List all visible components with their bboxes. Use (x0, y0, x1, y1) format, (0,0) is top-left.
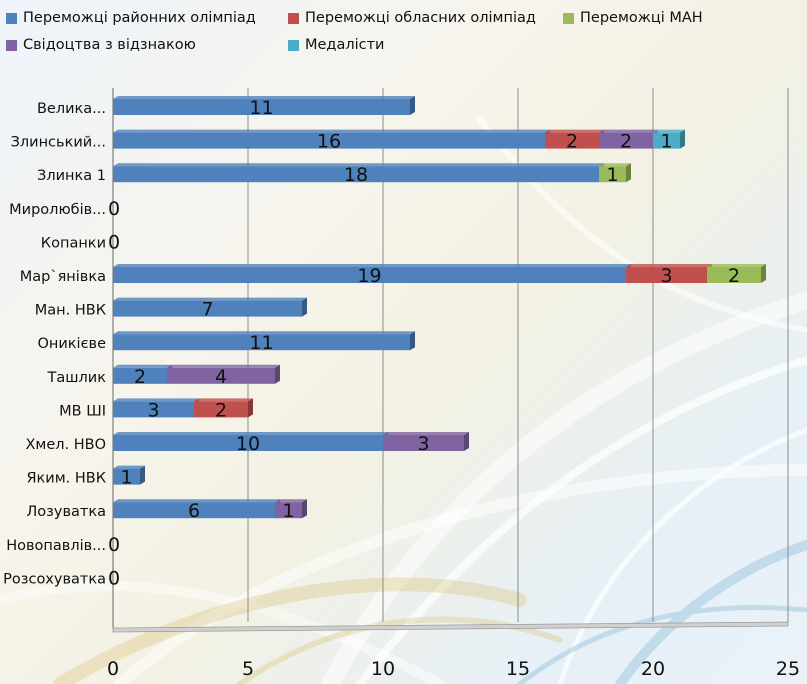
data-label-ташлик-series-3: 4 (215, 366, 227, 388)
bar-хмел-нво-series-0 (113, 432, 388, 451)
legend-swatch-man (563, 12, 574, 24)
data-label-миролюбів-zero: 0 (108, 198, 120, 220)
category-label-оникієве: Оникієве (37, 336, 106, 352)
legend-swatch-honors (6, 39, 17, 51)
legend-swatch-medalists (288, 39, 299, 51)
bar-ташлик-series-3 (167, 364, 280, 384)
bar-хмел-нво-series-3 (383, 432, 469, 451)
category-label-копанки: Копанки (41, 235, 106, 251)
category-label-велика: Велика... (37, 101, 106, 117)
legend-label-district: Переможці районних олімпіад (23, 10, 256, 26)
bar-велика-series-0 (113, 96, 415, 115)
category-label-яким-нвк: Яким. НВК (26, 471, 106, 487)
bar-мв-ші-series-1 (194, 398, 253, 418)
category-label-ман-нвк: Ман. НВК (35, 303, 107, 319)
data-label-ташлик-series-0: 2 (134, 366, 146, 388)
x-tick-label: 0 (107, 658, 119, 680)
category-label-мв-ші: МВ ШІ (59, 403, 106, 419)
legend-swatch-regional (288, 12, 299, 24)
data-label-оникієве-series-0: 11 (249, 332, 273, 354)
legend-swatch-district (6, 12, 17, 24)
legend-label-man: Переможці МАН (580, 10, 703, 26)
category-labels: Велика... Злинський... Злинка 1 Миролюбів..… (3, 101, 107, 587)
data-label-лозуватка-series-3: 1 (282, 500, 294, 522)
legend-label-regional: Переможці обласних олімпіад (305, 10, 536, 26)
data-label-мв-ші-series-0: 3 (147, 399, 159, 421)
legend-label-honors: Свідоцтва з відзнакою (23, 37, 196, 53)
category-label-ташлик: Ташлик (47, 370, 107, 386)
bar-лозуватка-series-3 (275, 499, 307, 519)
data-label-лозуватка-series-0: 6 (188, 500, 200, 522)
data-label-злинський-series-1: 2 (566, 131, 578, 153)
x-tick-label: 10 (371, 658, 395, 680)
data-label-злинка-1-series-0: 18 (344, 164, 368, 186)
legend-item-regional: Переможці обласних олімпіад (288, 10, 536, 26)
x-tick-label: 25 (776, 658, 800, 680)
data-label-яким-нвк-series-0: 1 (120, 467, 132, 489)
category-label-злинський: Злинський... (11, 135, 106, 151)
bar-мар-янівка-series-0 (113, 264, 631, 283)
bars (113, 96, 766, 519)
bar-ман-нвк-series-0 (113, 297, 307, 317)
data-label-ман-нвк-series-0: 7 (201, 299, 213, 321)
category-label-злинка-1: Злинка 1 (37, 168, 106, 184)
bar-яким-нвк-series-0 (113, 465, 145, 485)
category-label-розсохуватка: Розсохуватка (3, 571, 106, 587)
data-label-хмел-нво-series-0: 10 (236, 433, 260, 455)
data-label-злинський-series-0: 16 (317, 131, 341, 153)
data-label-хмел-нво-series-3: 3 (417, 433, 429, 455)
x-tick-label: 20 (641, 658, 665, 680)
data-label-злинський-series-4: 1 (660, 131, 672, 153)
data-label-копанки-zero: 0 (108, 231, 120, 253)
data-label-розсохуватка-zero: 0 (108, 567, 120, 589)
x-tick-label: 15 (506, 658, 530, 680)
legend-item-medalists: Медалісти (288, 37, 384, 53)
bar-злинський-series-4 (653, 129, 685, 149)
data-label-злинський-series-3: 2 (620, 131, 632, 153)
data-label-новопавлів-zero: 0 (108, 534, 120, 556)
category-label-лозуватка: Лозуватка (26, 504, 106, 520)
category-label-мар-янівка: Мар`янівка (20, 269, 106, 285)
bar-злинка-1-series-2 (599, 163, 631, 183)
bar-лозуватка-series-0 (113, 499, 280, 519)
x-tick-label: 5 (242, 658, 254, 680)
category-label-миролюбів: Миролюбів... (9, 202, 106, 218)
data-label-злинка-1-series-2: 1 (606, 164, 618, 186)
data-label-мв-ші-series-1: 2 (215, 399, 227, 421)
legend-item-man: Переможці МАН (563, 10, 703, 26)
bar-злинський-series-0 (113, 129, 550, 149)
bar-мар-янівка-series-2 (707, 264, 766, 283)
category-label-хмел-нво: Хмел. НВО (25, 437, 106, 453)
data-label-мар-янівка-series-2: 2 (728, 265, 740, 287)
legend-item-district: Переможці районних олімпіад (6, 10, 256, 26)
x-axis-floor (112, 621, 789, 633)
data-label-мар-янівка-series-1: 3 (660, 265, 672, 287)
legend-label-medalists: Медалісти (305, 37, 385, 53)
data-label-велика-series-0: 11 (249, 97, 273, 119)
tick-labels: 0 5 10 15 20 25 (107, 658, 800, 680)
bar-оникієве-series-0 (113, 331, 415, 351)
legend-item-honors: Свідоцтва з відзнакою (6, 37, 196, 53)
data-label-мар-янівка-series-0: 19 (357, 265, 381, 287)
category-label-новопавлів: Новопавлів... (6, 538, 106, 554)
bar-злинка-1-series-0 (113, 163, 604, 183)
